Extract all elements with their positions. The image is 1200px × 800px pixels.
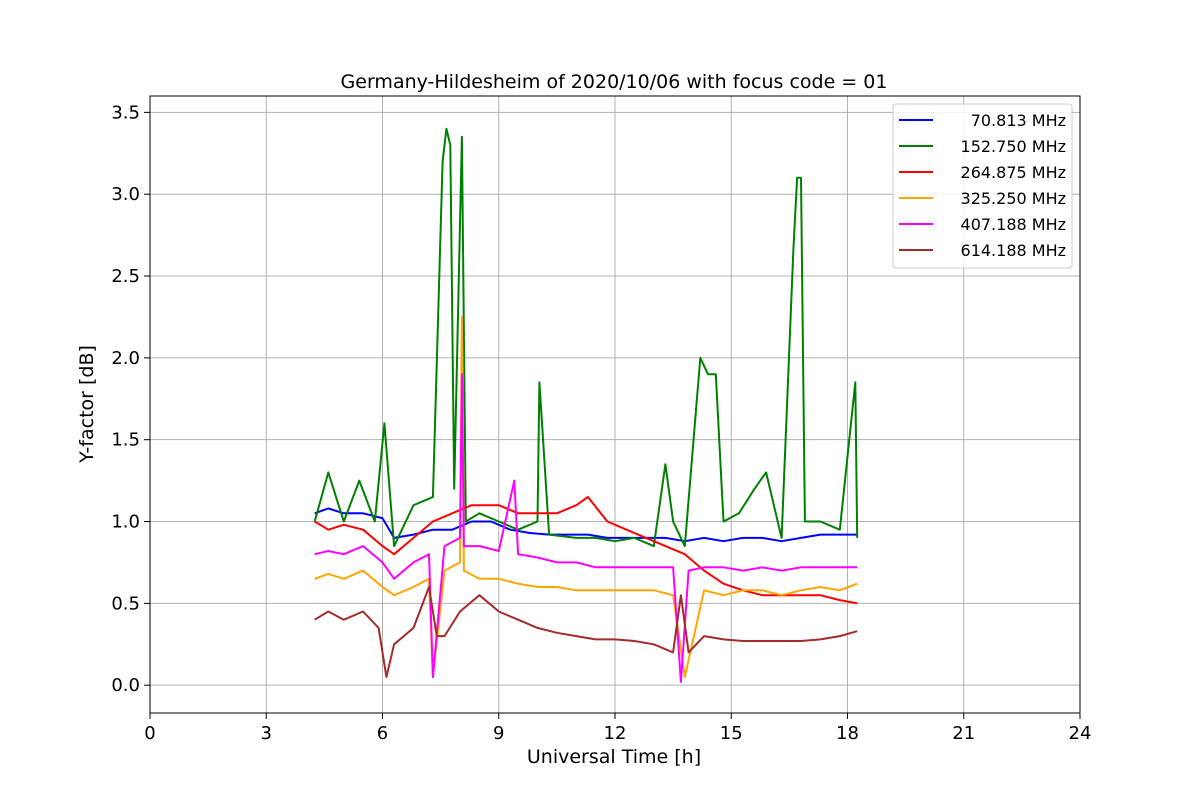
legend-label: 70.813 MHz	[971, 111, 1066, 130]
series-group	[313, 127, 859, 683]
series-line-5	[314, 373, 858, 683]
x-tick-label: 9	[493, 723, 504, 744]
chart-title: Germany-Hildesheim of 2020/10/06 with fo…	[341, 71, 888, 93]
series-line-6	[314, 586, 858, 678]
legend-label: 264.875 MHz	[961, 163, 1066, 182]
x-tick-label: 18	[836, 723, 859, 744]
legend-label: 152.750 MHz	[961, 137, 1066, 156]
y-tick-label: 3.5	[111, 102, 140, 123]
y-tick-label: 1.0	[111, 512, 140, 533]
x-tick-label: 12	[604, 723, 627, 744]
x-axis: 0 3 6 9 12 15 18 21 24	[144, 713, 1091, 744]
legend-label: 325.250 MHz	[961, 189, 1066, 208]
x-tick-label: 3	[261, 723, 272, 744]
series-line-1	[314, 507, 858, 543]
grid	[149, 96, 1081, 713]
x-tick-label: 15	[720, 723, 743, 744]
y-tick-label: 3.0	[111, 184, 140, 205]
legend-box	[892, 103, 1073, 269]
series-line-3	[314, 496, 858, 605]
y-tick-label: 0.5	[111, 593, 140, 614]
x-tick-label: 24	[1069, 723, 1092, 744]
y-axis-title: Y-factor [dB]	[76, 345, 98, 464]
x-tick-label: 6	[377, 723, 388, 744]
y-tick-label: 2.5	[111, 266, 140, 287]
series-line-2	[313, 127, 859, 548]
y-tick-label: 2.0	[111, 348, 140, 369]
x-tick-label: 0	[144, 723, 155, 744]
series-line-4	[314, 315, 858, 678]
y-axis: 0.0 0.5 1.0 1.5 2.0 2.5 3.0 3.5	[111, 102, 150, 696]
y-tick-label: 1.5	[111, 430, 140, 451]
legend: 70.813 MHz 152.750 MHz 264.875 MHz 325.250 …	[892, 103, 1073, 269]
y-tick-label: 0.0	[111, 675, 140, 696]
legend-label: 407.188 MHz	[961, 215, 1066, 234]
x-tick-label: 21	[952, 723, 975, 744]
x-axis-title: Universal Time [h]	[527, 746, 701, 768]
legend-label: 614.188 MHz	[961, 241, 1066, 260]
